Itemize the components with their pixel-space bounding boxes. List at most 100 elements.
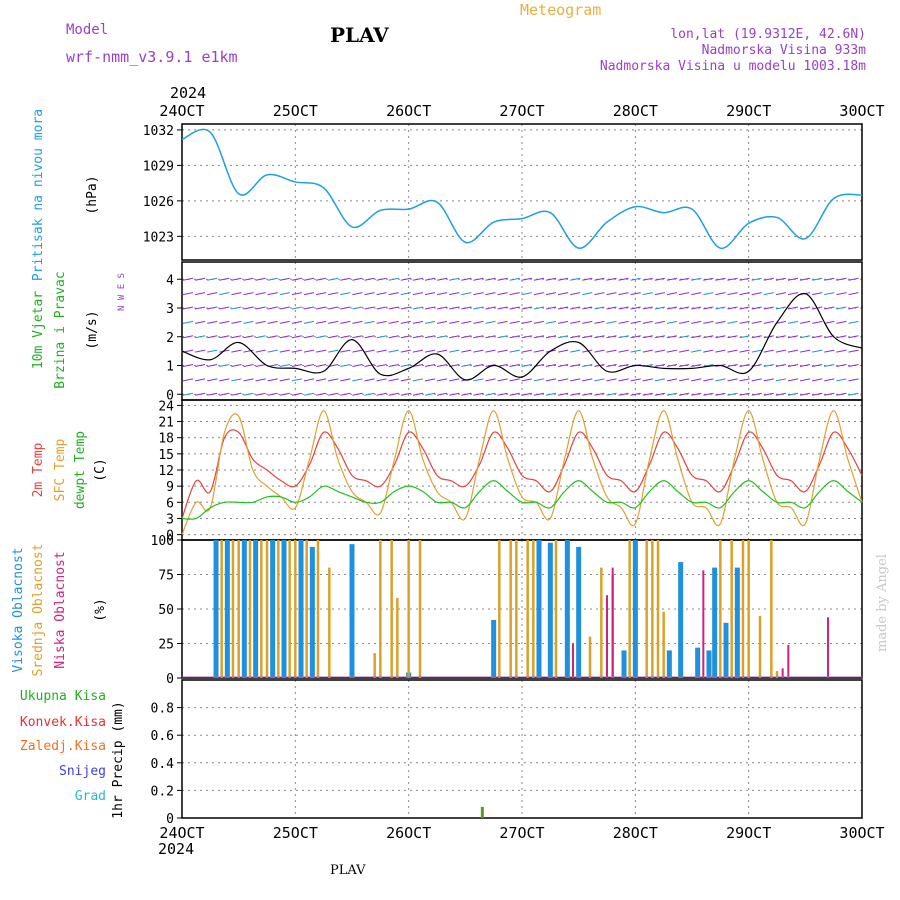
wind-arrow: [182, 320, 194, 324]
wind-arrow: [727, 335, 738, 339]
wind-arrow: [461, 349, 472, 353]
wind-arrow: [424, 392, 436, 396]
wind-arrow: [424, 378, 436, 382]
wind-arrow: [642, 349, 653, 353]
y-tick-label: 1032: [143, 124, 174, 139]
wind-arrow: [437, 306, 448, 310]
wind-arrow: [340, 292, 351, 296]
cloud-bar: [224, 540, 230, 678]
wind-arrow: [195, 277, 206, 281]
cloud-bar: [628, 540, 631, 678]
wind-arrow: [533, 292, 544, 296]
wind-arrow: [763, 364, 774, 367]
wind-arrow: [437, 392, 448, 396]
dew-ylabel: dewpt Temp: [73, 431, 88, 509]
cloud-bar: [536, 540, 542, 678]
y-tick-label: 0: [166, 812, 174, 827]
wind-arrow: [388, 378, 399, 382]
wind-arrow: [352, 378, 363, 382]
wind-arrow: [303, 364, 315, 367]
wind-arrow: [836, 335, 847, 339]
wind-arrow: [533, 392, 544, 396]
wind-arrow: [291, 349, 302, 353]
wind-arrow: [376, 306, 387, 310]
wind-arrow: [545, 392, 557, 396]
wind-arrow: [848, 292, 859, 296]
wind-arrow: [800, 378, 811, 382]
wind-arrow: [255, 392, 266, 396]
wind-arrow: [340, 392, 351, 396]
wind-arrow: [400, 335, 411, 339]
wind-arrow: [642, 320, 653, 324]
wind-arrow: [473, 320, 484, 324]
wind-arrow: [231, 349, 242, 353]
wind-arrow: [352, 292, 363, 296]
wind-arrow: [279, 335, 290, 339]
wind-arrow: [340, 378, 351, 382]
y-tick-label: 12: [158, 464, 174, 479]
wind-arrow: [509, 292, 520, 296]
wind-arrow: [267, 306, 278, 310]
cloud-bar: [231, 540, 235, 678]
wind-arrow: [763, 306, 774, 310]
y-tick-label: 4: [166, 273, 174, 288]
x-tick-label-top: 26OCT: [386, 102, 431, 120]
x-tick-label-bottom: 30OCT: [839, 824, 884, 842]
y-tick-label: 0: [166, 672, 174, 687]
pressure-line: [181, 128, 863, 249]
wind-arrow: [243, 292, 254, 296]
wind-arrow: [787, 306, 799, 310]
cloud-bar: [305, 540, 308, 678]
wind-arrow: [485, 392, 496, 396]
wind-arrow: [473, 306, 484, 310]
wind-arrow: [219, 392, 230, 396]
y-tick-label: 24: [158, 399, 174, 414]
cloud-bar: [288, 540, 291, 678]
wind-arrow: [364, 349, 375, 353]
y-tick-label: 2: [166, 331, 174, 346]
cloud-bar: [281, 540, 287, 678]
wind-arrow: [679, 335, 690, 339]
panel-frame: [181, 539, 863, 679]
wind-arrow: [424, 349, 436, 353]
wind-arrow: [497, 306, 508, 310]
wind-arrow: [654, 378, 665, 382]
y-tick-label: 0.8: [151, 702, 174, 717]
y-tick-label: 21: [158, 416, 174, 431]
wind-arrow: [352, 335, 363, 339]
cloud-bar: [702, 570, 705, 678]
cloud-bar: [407, 540, 410, 678]
cloud-bar: [678, 562, 684, 678]
cloud-bar: [316, 540, 320, 678]
wind-arrow: [775, 277, 786, 281]
wind-arrow: [679, 378, 690, 382]
cloud-bar: [747, 540, 750, 678]
wind-arrow: [558, 349, 569, 353]
y-tick-label: 0.2: [151, 784, 174, 799]
wind-arrow: [424, 320, 436, 324]
wind-arrow: [836, 378, 847, 382]
wind-arrow: [473, 335, 484, 339]
wind-arrow: [316, 392, 327, 396]
wind-arrow: [654, 277, 665, 281]
wind-arrow: [787, 277, 799, 281]
wind-arrow: [594, 306, 605, 310]
wind-arrow: [594, 292, 605, 296]
cloud-bar: [213, 540, 219, 678]
wind-arrow: [195, 335, 206, 339]
cloud-bar: [298, 540, 304, 678]
high-cloud-ylabel: Visoka Oblacnost: [11, 547, 26, 672]
wind-arrow: [824, 392, 835, 396]
wind-arrow: [570, 292, 581, 296]
y-tick-label: 0.6: [151, 729, 174, 744]
wind-arrow: [437, 277, 448, 281]
wind-arrow: [267, 335, 278, 339]
wind-arrow: [763, 349, 774, 353]
wind-arrow: [654, 349, 665, 353]
wind-arrow: [316, 349, 327, 353]
x-tick-label-bottom: 28OCT: [613, 824, 658, 842]
wind-arrow: [364, 277, 375, 281]
wind-arrow: [316, 277, 327, 281]
wind-arrow: [775, 306, 786, 310]
temp-line: [181, 480, 863, 520]
